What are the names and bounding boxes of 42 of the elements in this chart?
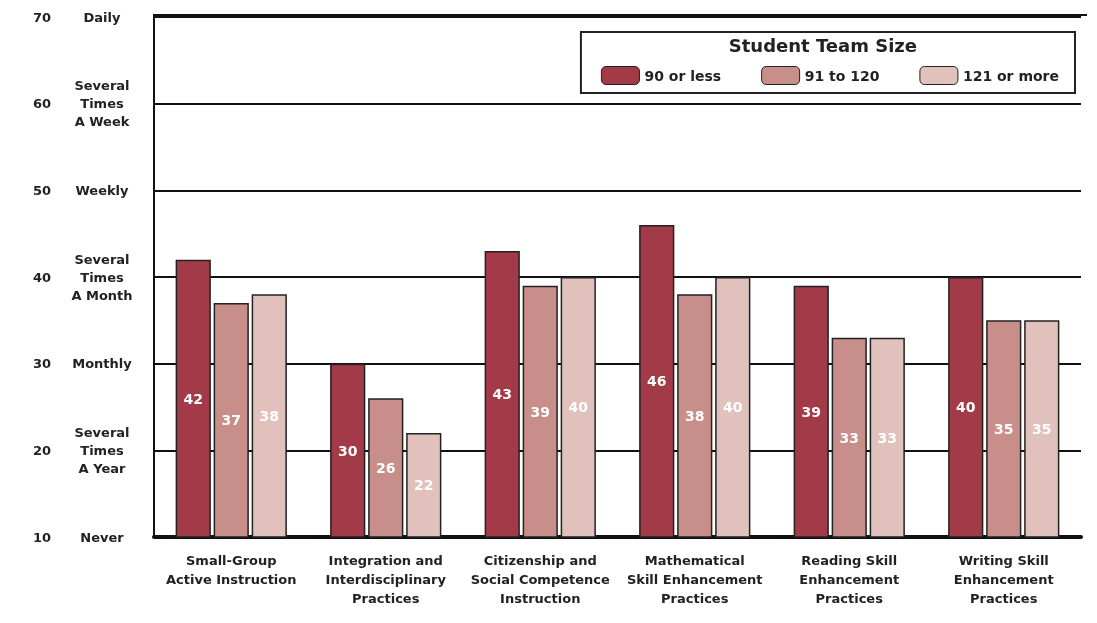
data-label: 43: [492, 386, 512, 403]
y-tick-label: 10: [32, 529, 52, 545]
x-tick-label: Mathematical Skill Enhancement Practices: [626, 553, 763, 606]
text: Never: [80, 529, 125, 545]
y-tick-label: 50: [32, 182, 52, 198]
x-tick-label: Writing Skill Enhancement Practices: [953, 553, 1054, 606]
data-label: 42: [183, 390, 203, 407]
y-tick-label: 20: [32, 442, 52, 458]
data-label: 38: [685, 408, 705, 425]
y-tick-label: 40: [32, 269, 52, 285]
legend-label: 90 or less: [644, 67, 722, 84]
legend-label: 121 or more: [962, 67, 1060, 84]
text: Several Times A Year: [74, 424, 130, 476]
data-label: 35: [1032, 421, 1052, 438]
data-label: 39: [530, 403, 550, 420]
y-tick-label: 30: [32, 356, 52, 372]
data-label: 40: [723, 399, 743, 416]
data-label: 35: [994, 421, 1014, 438]
data-label: 33: [877, 429, 898, 446]
text: Monthly: [72, 356, 133, 372]
data-label: 40: [568, 399, 589, 416]
text: Several Times A Week: [74, 78, 130, 130]
x-tick-label: Small-Group Active Instruction: [165, 553, 297, 587]
data-label: 30: [337, 442, 358, 459]
data-label: 39: [801, 403, 821, 420]
text: Daily: [83, 9, 121, 25]
y-tick-label: 70: [32, 9, 52, 25]
data-label: 22: [414, 477, 434, 494]
legend-title: Student Team Size: [728, 34, 918, 56]
x-tick-label: Integration and Interdisciplinary Practices: [325, 553, 447, 606]
data-label: 38: [259, 408, 280, 425]
data-label: 37: [221, 412, 241, 429]
legend-label: 91 to 120: [804, 67, 880, 84]
data-label: 46: [646, 373, 667, 390]
y-tick-label: 60: [32, 96, 52, 112]
data-label: 40: [955, 399, 976, 416]
x-tick-label: Citizenship and Social Competence Instruction: [470, 553, 611, 606]
x-tick-label: Reading Skill Enhancement Practices: [799, 553, 900, 606]
data-label: 26: [376, 460, 396, 477]
text: Weekly: [75, 182, 130, 198]
text: Several Times A Month: [71, 251, 133, 303]
data-label: 33: [839, 429, 859, 446]
